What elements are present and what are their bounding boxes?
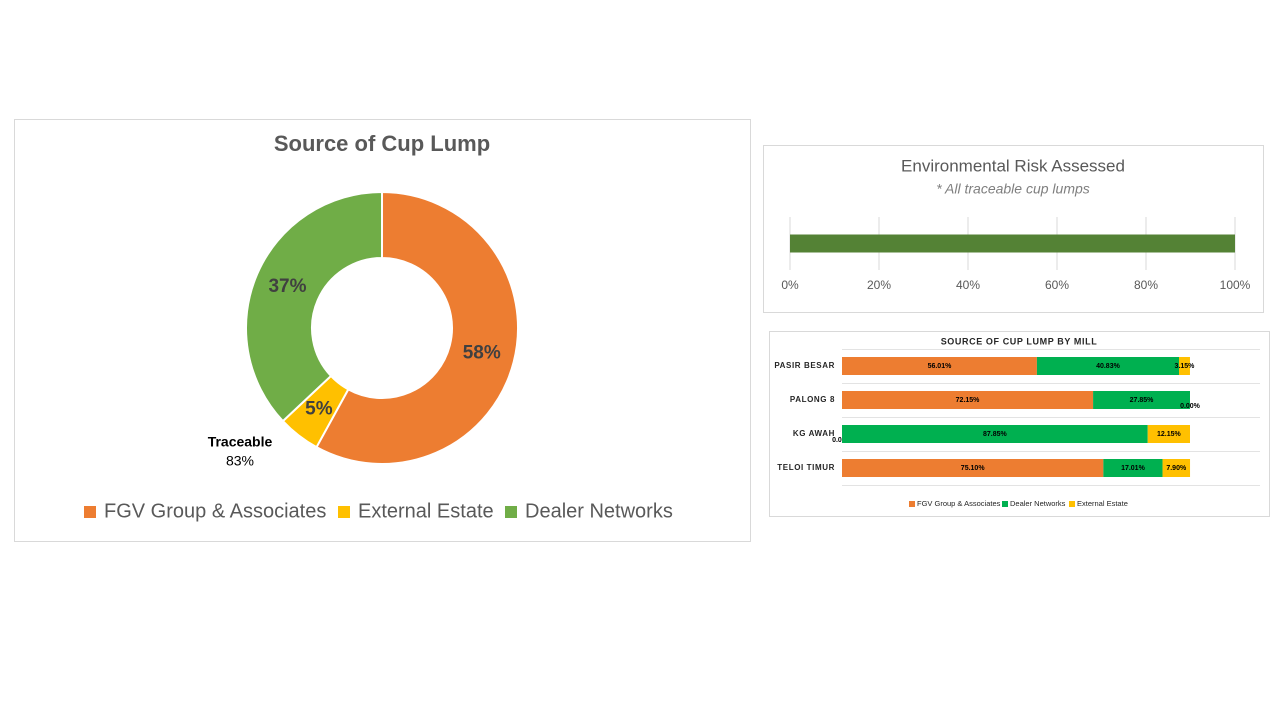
legend-label: FGV Group & Associates — [917, 499, 1001, 508]
data-label: 3.15% — [1175, 363, 1196, 370]
data-label: 56.01% — [928, 363, 953, 370]
y-tick-label: PASIR BESAR — [774, 361, 835, 370]
legend-label: FGV Group & Associates — [104, 500, 326, 522]
legend-swatch — [338, 506, 350, 518]
chart-frame — [14, 119, 751, 542]
legend-swatch — [505, 506, 517, 518]
bar-segment — [1147, 425, 1190, 443]
data-label: 27.85% — [1130, 397, 1155, 404]
data-label: 72.15% — [956, 397, 981, 404]
data-label: 75.10% — [961, 465, 986, 472]
chart-title: SOURCE OF CUP LUMP BY MILL — [941, 336, 1098, 346]
legend-swatch — [1002, 501, 1008, 507]
x-tick-label: 0% — [781, 278, 799, 292]
data-label: 37% — [268, 276, 306, 297]
data-label: 87.85% — [983, 431, 1008, 438]
legend-label: Dealer Networks — [525, 500, 673, 522]
data-label: 7.90% — [1166, 465, 1187, 472]
x-tick-label: 100% — [1220, 278, 1251, 292]
bar-segment — [842, 425, 1148, 443]
legend-label: External Estate — [358, 500, 494, 522]
bar — [790, 234, 1235, 253]
legend-swatch — [1069, 501, 1075, 507]
x-tick-label: 80% — [1134, 278, 1158, 292]
bar-segment — [842, 357, 1037, 375]
legend-swatch — [84, 506, 96, 518]
bar-segment — [1179, 357, 1190, 375]
data-label: 12.15% — [1157, 431, 1182, 438]
legend-label: External Estate — [1077, 499, 1128, 508]
bar-segment — [842, 391, 1094, 409]
data-label: 58% — [463, 343, 501, 364]
donut-segment — [315, 190, 519, 465]
chart-title: Source of Cup Lump — [274, 131, 490, 156]
y-tick-label: TELOI TIMUR — [777, 463, 835, 472]
data-label: 40.83% — [1096, 363, 1121, 370]
donut-segment — [245, 190, 383, 423]
x-tick-label: 20% — [867, 278, 891, 292]
bar-segment — [1036, 357, 1180, 375]
legend-swatch — [909, 501, 915, 507]
x-tick-label: 60% — [1045, 278, 1069, 292]
bar-segment — [1103, 459, 1163, 477]
bar-segment — [1093, 391, 1190, 409]
data-label: 17.01% — [1121, 465, 1146, 472]
bar-segment — [842, 459, 1104, 477]
legend-label: Dealer Networks — [1010, 499, 1066, 508]
bar-segment — [1162, 459, 1191, 477]
data-label: 0.00% — [1180, 403, 1201, 410]
data-label: 5% — [305, 398, 333, 419]
y-tick-label: KG AWAH — [793, 429, 835, 438]
y-tick-label: PALONG 8 — [790, 395, 835, 404]
chart-title: Environmental Risk Assessed — [901, 156, 1125, 175]
annotation: 83% — [226, 453, 254, 469]
chart-frame — [763, 145, 1264, 313]
chart-subtitle: * All traceable cup lumps — [936, 181, 1090, 197]
x-tick-label: 40% — [956, 278, 980, 292]
annotation: Traceable — [208, 434, 273, 450]
